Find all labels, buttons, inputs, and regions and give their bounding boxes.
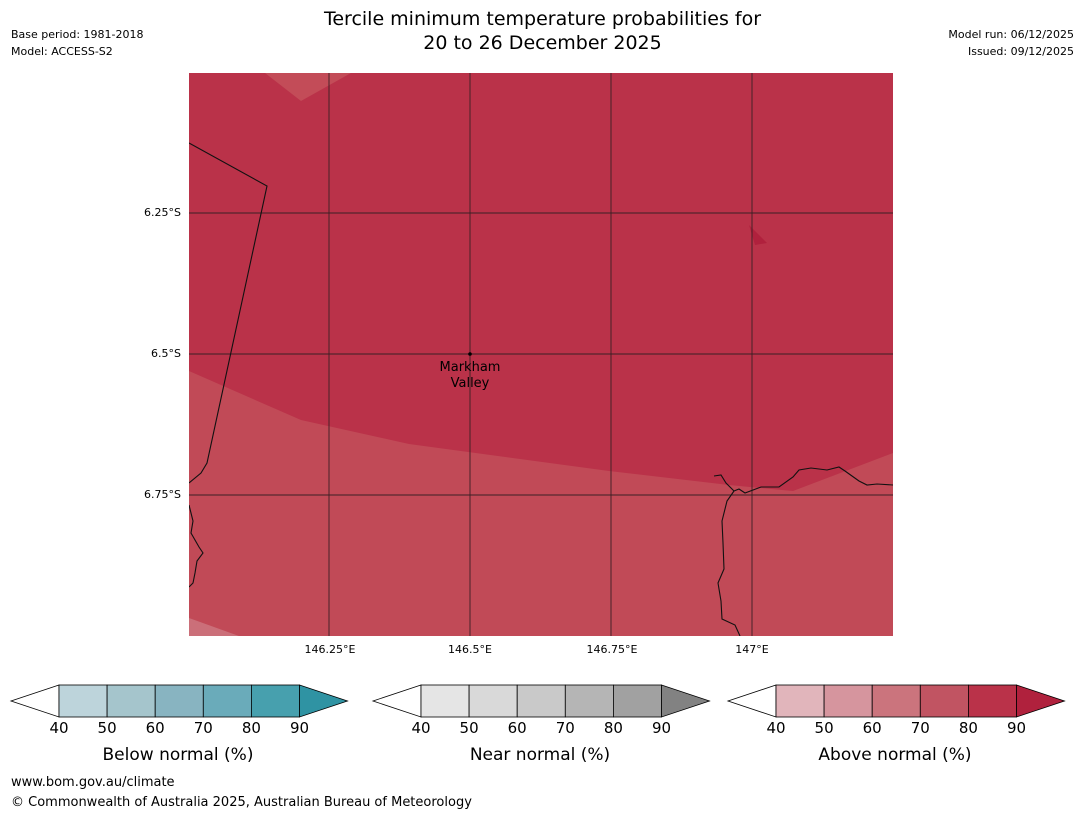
boundaries bbox=[189, 142, 893, 636]
colorbar-tick-label: 70 bbox=[910, 719, 930, 737]
colorbar-over-triangle bbox=[1016, 684, 1066, 718]
colorbar-segment bbox=[871, 684, 921, 718]
meta-left: Base period: 1981-2018 Model: ACCESS-S2 bbox=[11, 26, 143, 60]
colorbar-segment bbox=[106, 684, 156, 718]
colorbar-tick-label: 40 bbox=[49, 719, 69, 737]
colorbar-tick-label: 50 bbox=[814, 719, 834, 737]
place-name-line1: Markham bbox=[439, 360, 501, 375]
colorbar-tick-label: 60 bbox=[507, 719, 527, 737]
province-boundary bbox=[189, 142, 268, 484]
colorbar-segment bbox=[613, 684, 662, 718]
colorbar-over-triangle bbox=[299, 684, 349, 718]
model-run-text: Model run: 06/12/2025 bbox=[948, 28, 1074, 41]
meta-right: Model run: 06/12/2025 Issued: 09/12/2025 bbox=[948, 26, 1074, 60]
colorbar-tick-label: 90 bbox=[651, 719, 672, 737]
lon-label-147: 147°E bbox=[735, 643, 769, 656]
title-line-1: Tercile minimum temperature probabilitie… bbox=[323, 8, 762, 30]
colorbar-segment bbox=[58, 684, 108, 718]
colorbar-tick-label: 90 bbox=[1006, 719, 1027, 737]
colorbar-tick-label: 90 bbox=[289, 719, 310, 737]
title-line-2: 20 to 26 December 2025 bbox=[423, 32, 662, 54]
model-text: Model: ACCESS-S2 bbox=[11, 45, 113, 58]
colorbar-tick-label: 70 bbox=[193, 719, 213, 737]
colorbar-under-triangle bbox=[371, 684, 422, 718]
region-above-60-70 bbox=[189, 618, 239, 636]
colorbar-segment bbox=[202, 684, 252, 718]
colorbar-tick-label: 40 bbox=[766, 719, 786, 737]
colorbar-over-triangle bbox=[661, 684, 711, 718]
colorbar-segment bbox=[775, 684, 825, 718]
colorbar-segment bbox=[516, 684, 566, 718]
lon-label-146-25: 146.25°E bbox=[304, 643, 356, 656]
footer-url: www.bom.gov.au/climate bbox=[11, 775, 175, 790]
lat-label-6-25: 6.25°S bbox=[144, 206, 181, 219]
issued-text: Issued: 09/12/2025 bbox=[967, 45, 1074, 58]
colorbar-segment bbox=[468, 684, 518, 718]
region-above-70-80-south bbox=[189, 371, 893, 636]
colorbar-title-above: Above normal (%) bbox=[818, 745, 972, 765]
colorbar-tick-label: 50 bbox=[97, 719, 117, 737]
colorbar-segment bbox=[154, 684, 204, 718]
colorbar-tick-label: 60 bbox=[145, 719, 165, 737]
region-above-70-80-north bbox=[265, 73, 351, 101]
colorbars bbox=[9, 684, 1066, 718]
lat-label-6-75: 6.75°S bbox=[144, 488, 181, 501]
colorbar-tick-label: 80 bbox=[241, 719, 261, 737]
colorbar-tick-label: 80 bbox=[958, 719, 978, 737]
place-name-line2: Valley bbox=[450, 376, 490, 391]
colorbar-segment bbox=[250, 684, 300, 718]
colorbar-tick-label: 80 bbox=[603, 719, 623, 737]
colorbar-under-triangle bbox=[726, 684, 777, 718]
colorbar-above-normal bbox=[726, 684, 1066, 718]
colorbar-segment bbox=[919, 684, 969, 718]
colorbar-title-near: Near normal (%) bbox=[469, 745, 611, 765]
colorbar-segment bbox=[968, 684, 1017, 718]
colorbar-under-triangle bbox=[9, 684, 60, 718]
colorbar-below-normal bbox=[9, 684, 349, 718]
place-label: Markham Valley bbox=[420, 360, 520, 392]
base-period-text: Base period: 1981-2018 bbox=[11, 28, 144, 41]
coastline-gulf bbox=[713, 466, 893, 494]
page-title: Tercile minimum temperature probabilitie… bbox=[200, 7, 885, 55]
colorbar-tick-label: 50 bbox=[459, 719, 479, 737]
colorbar-segment bbox=[420, 684, 470, 718]
region-above-90-hotspot bbox=[749, 225, 767, 245]
colorbar-segment bbox=[564, 684, 614, 718]
colorbar-tick-label: 40 bbox=[411, 719, 431, 737]
river bbox=[717, 490, 741, 636]
colorbar-tick-label: 70 bbox=[555, 719, 575, 737]
colorbar-near-normal bbox=[371, 684, 711, 718]
footer-copyright: © Commonwealth of Australia 2025, Austra… bbox=[11, 795, 472, 810]
lon-label-146-5: 146.5°E bbox=[448, 643, 492, 656]
lat-label-6-5: 6.5°S bbox=[151, 347, 181, 360]
colorbar-segment bbox=[823, 684, 873, 718]
coastline-west bbox=[189, 504, 204, 588]
place-marker bbox=[468, 352, 472, 356]
probability-map bbox=[189, 73, 893, 636]
colorbar-tick-label: 60 bbox=[862, 719, 882, 737]
colorbar-title-below: Below normal (%) bbox=[102, 745, 254, 765]
lon-label-146-75: 146.75°E bbox=[586, 643, 638, 656]
